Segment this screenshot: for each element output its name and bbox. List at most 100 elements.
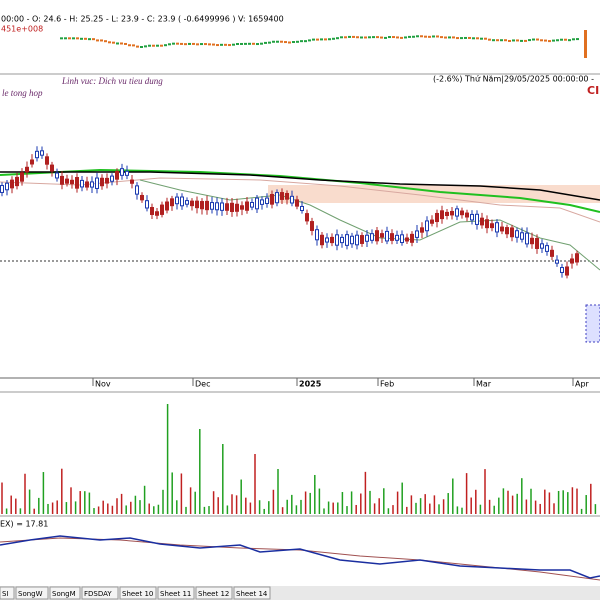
top-mark	[468, 36, 471, 39]
candle	[500, 226, 504, 232]
top-mark	[92, 38, 95, 41]
top-mark	[212, 43, 215, 46]
candle	[190, 200, 194, 207]
candle	[160, 204, 164, 215]
candle	[550, 249, 554, 257]
tab[interactable]	[195, 586, 233, 600]
top-mark	[536, 38, 539, 41]
top-mark	[360, 36, 363, 39]
top-mark	[408, 35, 411, 38]
tab[interactable]	[81, 586, 119, 600]
tab-label[interactable]: Sheet 10	[122, 590, 153, 598]
tab-label[interactable]: Sheet 11	[160, 590, 191, 598]
candle	[5, 182, 9, 191]
top-mark	[440, 36, 443, 39]
candle	[530, 237, 534, 245]
top-mark	[572, 38, 575, 41]
top-mark	[116, 42, 119, 45]
candle	[370, 233, 374, 241]
candle	[255, 197, 259, 210]
candle	[105, 177, 109, 184]
ma-short	[139, 179, 600, 271]
target-box	[585, 304, 600, 343]
top-mark	[480, 37, 483, 40]
top-mark	[508, 39, 511, 42]
top-mark	[280, 40, 283, 43]
top-mark	[476, 37, 479, 40]
candle	[400, 234, 404, 244]
top-mark	[488, 38, 491, 41]
top-mark	[208, 43, 211, 46]
top-mark	[372, 36, 375, 39]
top-mark	[416, 35, 419, 38]
candle	[10, 179, 14, 189]
candle	[375, 230, 379, 242]
top-mark	[184, 43, 187, 46]
top-mark	[68, 37, 71, 40]
tab-label[interactable]: SongM	[52, 590, 76, 598]
top-mark	[160, 44, 163, 47]
top-mark	[156, 44, 159, 47]
candle	[290, 195, 294, 204]
tab[interactable]	[0, 586, 15, 600]
index-label: le tong hop	[2, 88, 43, 98]
candle	[250, 201, 254, 208]
tab[interactable]	[157, 586, 195, 600]
candle	[420, 227, 424, 233]
tab[interactable]	[233, 586, 271, 600]
top-mark	[264, 41, 267, 44]
tab[interactable]	[119, 586, 157, 600]
candle	[135, 185, 139, 195]
tab[interactable]	[15, 586, 49, 600]
top-mark	[504, 39, 507, 42]
top-mark	[252, 42, 255, 45]
candle	[170, 198, 174, 207]
candles	[0, 30, 587, 279]
ohlc-text: 00:00 - O: 24.6 - H: 25.25 - L: 23.9 - C…	[1, 15, 284, 24]
candle	[230, 202, 234, 213]
candle	[565, 266, 569, 276]
candle	[30, 159, 34, 165]
top-mark	[464, 36, 467, 39]
top-mark	[240, 42, 243, 45]
top-mark	[124, 42, 127, 45]
tab-label[interactable]: SongW	[18, 590, 43, 598]
candle	[65, 178, 69, 184]
candle	[110, 175, 114, 182]
candle	[20, 172, 24, 182]
top-mark	[432, 35, 435, 38]
candle	[195, 200, 199, 209]
status-text: (-2.6%) Thứ Năm|29/05/2025 00:00:00 -	[433, 75, 594, 84]
candle	[120, 168, 124, 176]
tab[interactable]	[49, 586, 81, 600]
candle	[525, 232, 529, 245]
candle	[95, 177, 99, 189]
candle	[25, 166, 29, 173]
top-mark	[228, 44, 231, 47]
top-mark	[132, 44, 135, 47]
top-mark	[260, 42, 263, 45]
candle	[45, 156, 49, 165]
tab-label[interactable]: SI	[2, 590, 9, 598]
top-mark	[496, 39, 499, 42]
top-mark	[344, 36, 347, 39]
tab-label[interactable]: Sheet 12	[198, 590, 229, 598]
top-mark	[364, 36, 367, 39]
candle	[260, 199, 264, 205]
top-mark	[144, 45, 147, 48]
top-mark	[552, 39, 555, 42]
top-panel	[0, 0, 600, 74]
top-mark	[104, 40, 107, 43]
top-mark	[88, 38, 91, 41]
candle	[320, 234, 324, 246]
candle	[15, 176, 19, 187]
top-mark	[332, 37, 335, 40]
candle	[460, 210, 464, 216]
tab-label[interactable]: FDSDAY	[84, 590, 112, 598]
top-mark	[292, 41, 295, 44]
code-label: CI	[587, 84, 599, 97]
candle	[340, 236, 344, 244]
tab-label[interactable]: Sheet 14	[236, 590, 268, 598]
top-mark	[288, 41, 291, 44]
